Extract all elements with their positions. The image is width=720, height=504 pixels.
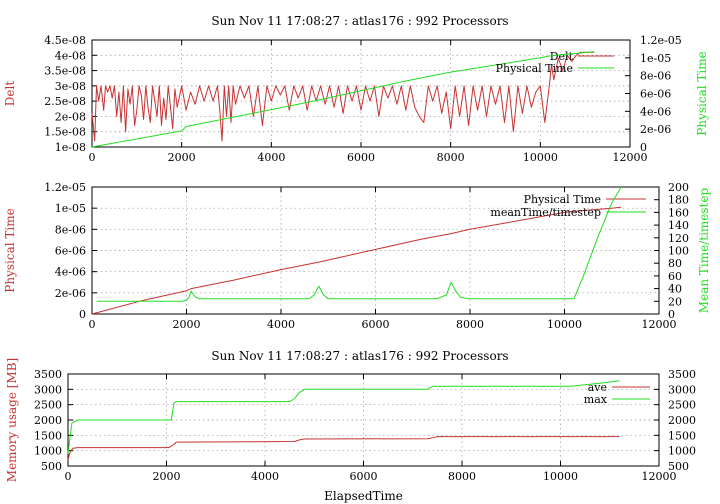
y2-axis-label: Mean Time/timestep <box>697 188 711 314</box>
y-tick-label: 1500 <box>34 429 62 442</box>
legend-label: Delt <box>550 50 574 63</box>
y2-tick-label: 4e-06 <box>640 105 671 118</box>
x-tick-label: 12000 <box>642 318 677 331</box>
y-tick-label: 2000 <box>34 414 62 427</box>
series-line-max <box>67 380 620 454</box>
y-axis-label: Delt <box>3 81 17 107</box>
y-tick-label: 4e-08 <box>55 49 86 62</box>
y2-tick-label: 80 <box>668 257 682 270</box>
y2-tick-label: 180 <box>668 194 689 207</box>
chart-1-title: Sun Nov 11 17:08:27 : atlas176 : 992 Pro… <box>211 14 508 28</box>
y2-tick-label: 160 <box>668 206 689 219</box>
y2-tick-label: 140 <box>668 219 689 232</box>
x-tick-label: 10000 <box>543 470 578 483</box>
y2-tick-label: 20 <box>668 295 682 308</box>
series-line-ave <box>67 436 620 461</box>
y2-tick-label: 60 <box>668 270 682 283</box>
y2-tick-label: 2500 <box>668 399 696 412</box>
y-tick-label: 3500 <box>34 368 62 381</box>
y-tick-label: 4e-06 <box>55 266 86 279</box>
x-tick-label: 4000 <box>251 470 279 483</box>
series-line-delt <box>91 51 595 142</box>
y2-tick-label: 1500 <box>668 429 696 442</box>
y2-tick-label: 8e-06 <box>640 70 671 83</box>
chart-3-title: Sun Nov 11 17:08:27 : atlas176 : 992 Pro… <box>211 349 508 363</box>
y-tick-label: 1000 <box>34 445 62 458</box>
x-axis-label: ElapsedTime <box>324 489 403 503</box>
x-tick-label: 12000 <box>642 470 677 483</box>
y-tick-label: 4.5e-08 <box>44 34 86 47</box>
legend-label: max <box>584 393 608 406</box>
y2-tick-label: 1000 <box>668 445 696 458</box>
x-tick-label: 6000 <box>362 318 390 331</box>
y-tick-label: 1e-08 <box>55 141 86 154</box>
x-tick-label: 10000 <box>547 318 582 331</box>
x-tick-label: 8000 <box>456 318 484 331</box>
x-tick-label: 2000 <box>153 470 181 483</box>
y-tick-label: 6e-06 <box>55 245 86 258</box>
legend-label: meanTime/timestep <box>490 206 601 219</box>
y2-tick-label: 500 <box>668 460 689 473</box>
x-tick-label: 8000 <box>437 151 465 164</box>
y2-tick-label: 3000 <box>668 383 696 396</box>
y-tick-label: 1.2e-05 <box>44 181 86 194</box>
x-tick-label: 10000 <box>523 151 558 164</box>
y-tick-label: 2500 <box>34 399 62 412</box>
y2-tick-label: 100 <box>668 245 689 258</box>
chart-1: 0 2000 4000 6000 8000 10000 12000 1e-08 1.5e-08 2… <box>3 34 709 164</box>
y2-tick-label: 120 <box>668 232 689 245</box>
x-tick-label: 2000 <box>168 151 196 164</box>
y2-axis-label: Physical Time <box>695 51 709 135</box>
x-tick-label: 12000 <box>613 151 648 164</box>
y-tick-label: 2e-06 <box>55 287 86 300</box>
chart-2: 0 2000 4000 6000 8000 10000 1200002e-064e-066e… <box>3 181 711 331</box>
y2-tick-label: 1.2e-05 <box>640 34 682 47</box>
series-line-meantime-timestep <box>96 186 622 302</box>
y2-tick-label: 2e-06 <box>640 123 671 136</box>
y2-tick-label: 200 <box>668 181 689 194</box>
chart-3: 0 2000 4000 6000 8000 10000 120005001000150020… <box>5 358 696 503</box>
x-tick-label: 0 <box>89 151 96 164</box>
y-tick-label: 3e-08 <box>55 80 86 93</box>
y-tick-label: 8e-06 <box>55 223 86 236</box>
x-tick-label: 6000 <box>350 470 378 483</box>
x-tick-label: 0 <box>65 470 72 483</box>
y2-tick-label: 3500 <box>668 368 696 381</box>
legend-label: Physical Time <box>524 193 601 206</box>
y-tick-label: 2e-08 <box>55 110 86 123</box>
y-axis-label: Memory usage [MB] <box>5 358 19 482</box>
x-tick-label: 8000 <box>448 470 476 483</box>
x-tick-label: 4000 <box>257 151 285 164</box>
y2-tick-label: 40 <box>668 283 682 296</box>
x-tick-label: 4000 <box>267 318 295 331</box>
series-line-physical-time <box>91 206 622 315</box>
y-tick-label: 3000 <box>34 383 62 396</box>
y-tick-label: 1.5e-08 <box>44 126 86 139</box>
series-line-physical-time <box>91 51 595 148</box>
x-tick-label: 6000 <box>347 151 375 164</box>
y-tick-label: 2.5e-08 <box>44 95 86 108</box>
y-tick-label: 0 <box>79 308 86 321</box>
y2-tick-label: 1e-05 <box>640 52 671 65</box>
y-axis-label: Physical Time <box>3 208 17 292</box>
legend-label: Physical Time <box>496 62 573 75</box>
x-tick-label: 2000 <box>173 318 201 331</box>
x-tick-label: 0 <box>89 318 96 331</box>
y2-tick-label: 2000 <box>668 414 696 427</box>
y-tick-label: 3.5e-08 <box>44 65 86 78</box>
y-tick-label: 1e-05 <box>55 202 86 215</box>
y2-tick-label: 0 <box>668 308 675 321</box>
y2-tick-label: 6e-06 <box>640 88 671 101</box>
y2-tick-label: 0 <box>640 141 647 154</box>
y-tick-label: 500 <box>41 460 62 473</box>
